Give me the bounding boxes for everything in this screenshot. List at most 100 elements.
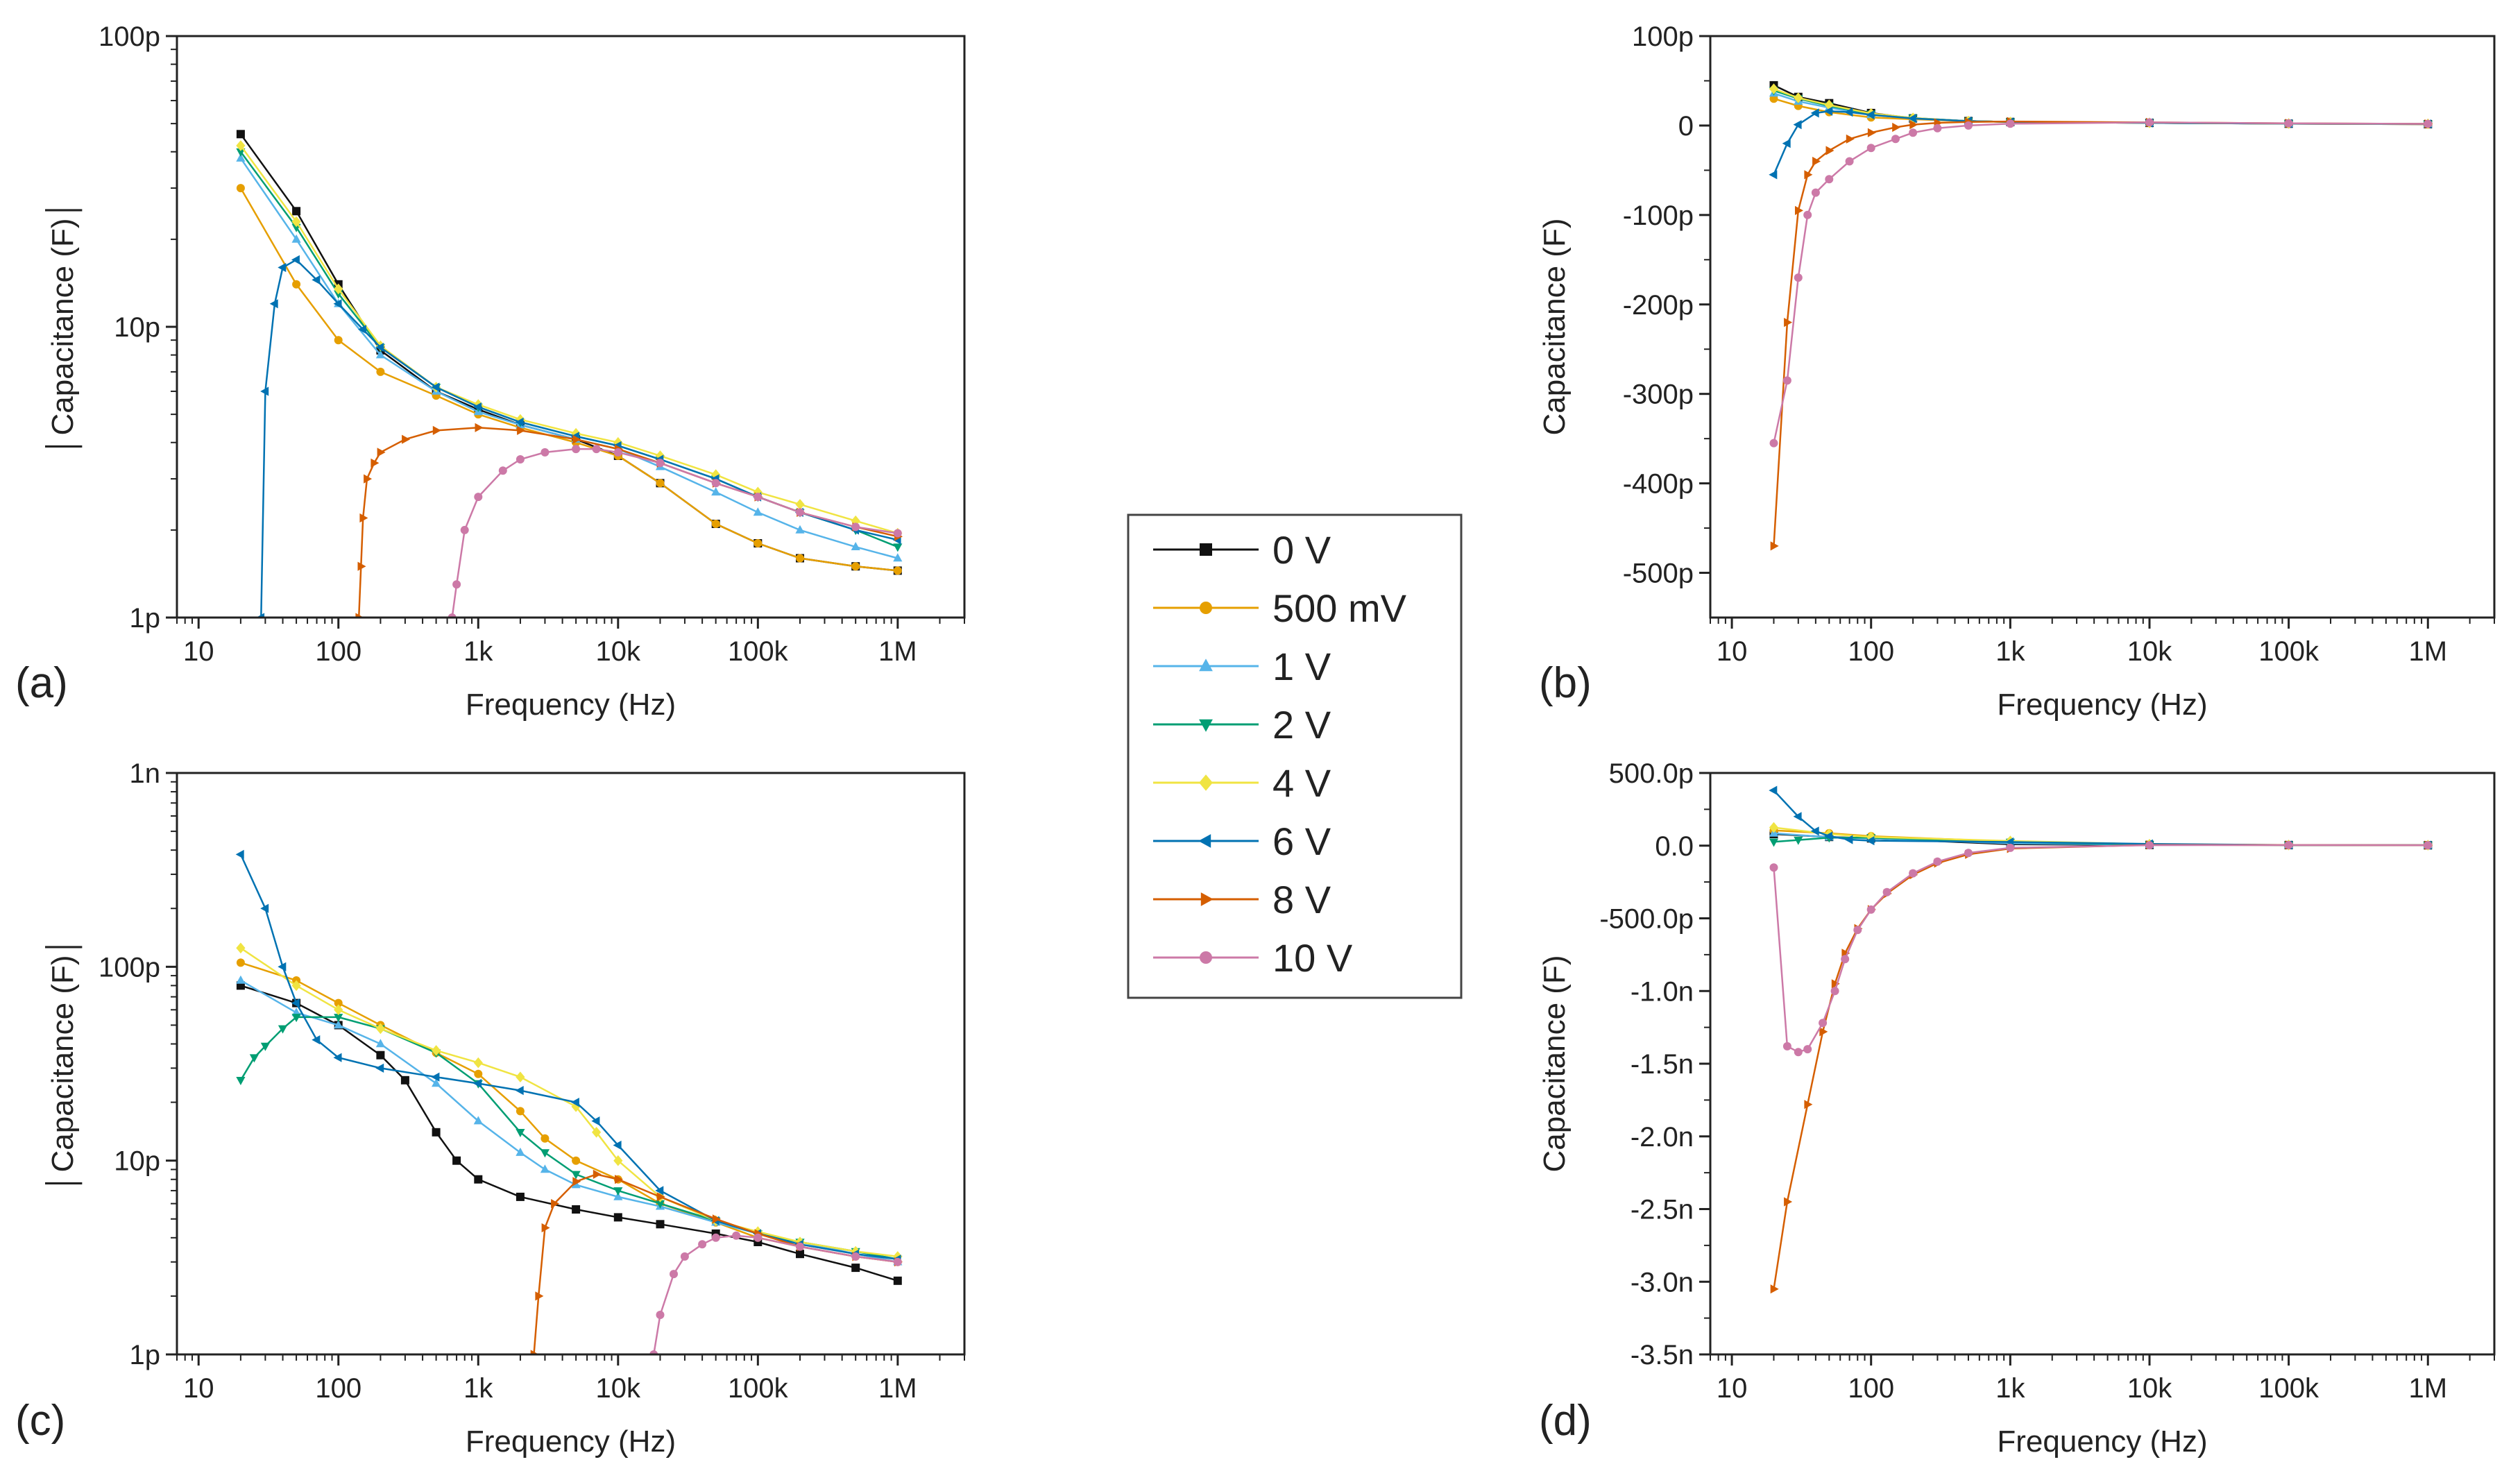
data-point <box>893 543 903 552</box>
data-point <box>2284 119 2293 128</box>
data-point <box>431 1072 440 1082</box>
data-point <box>1803 1045 1812 1054</box>
data-point <box>1769 863 1778 872</box>
data-point <box>796 508 804 517</box>
data-point <box>312 275 321 284</box>
x-tick-label: 10 <box>1717 1373 1748 1404</box>
y-tick-label: -100p <box>1623 201 1694 231</box>
data-point <box>711 1233 720 1242</box>
y-tick-label: 10p <box>114 1146 160 1177</box>
data-point <box>1909 128 1918 137</box>
y-tick-label: -300p <box>1623 380 1694 410</box>
data-point <box>375 343 384 352</box>
data-point <box>1793 120 1802 130</box>
data-point <box>572 1205 581 1214</box>
data-point <box>1819 1019 1828 1028</box>
x-tick-label: 10 <box>183 636 214 667</box>
data-point <box>236 148 246 157</box>
plot-frame <box>176 35 966 619</box>
data-point <box>334 283 343 295</box>
x-tick-label: 100k <box>2258 1373 2319 1404</box>
series-line-2-V <box>239 151 899 548</box>
data-point <box>432 425 441 435</box>
data-point <box>2006 843 2015 852</box>
data-point <box>359 513 368 523</box>
data-point <box>375 350 385 359</box>
data-point <box>291 216 301 228</box>
data-point <box>655 1200 665 1209</box>
data-point <box>1810 826 1819 836</box>
data-point <box>1844 835 1853 844</box>
y-tick-label: 500.0p <box>1609 758 1694 789</box>
data-point <box>236 1077 246 1085</box>
data-point <box>1770 1284 1779 1294</box>
legend-marker <box>1200 951 1212 964</box>
data-point <box>712 1214 721 1224</box>
x-tick-label: 1k <box>463 1373 493 1404</box>
data-point <box>754 539 763 547</box>
data-point <box>516 1147 525 1156</box>
legend-marker <box>1200 543 1212 556</box>
data-point <box>516 455 525 464</box>
y-tick-label: -500p <box>1623 559 1694 589</box>
data-point <box>656 1192 665 1202</box>
y-tick-label: -1.5n <box>1631 1049 1694 1080</box>
data-point <box>851 522 860 532</box>
data-point <box>541 1223 550 1233</box>
x-tick-label: 1M <box>878 636 917 667</box>
legend-entry: 10 V <box>1153 936 1353 980</box>
data-point <box>1794 273 1803 282</box>
data-point <box>236 184 245 193</box>
x-axis-title: Frequency (Hz) <box>466 688 676 722</box>
legend-label: 500 mV <box>1272 586 1407 630</box>
data-point <box>236 130 245 139</box>
y-tick-label: 1p <box>130 1340 161 1370</box>
legend: 0 V 500 mV 1 V 2 V 4 V 6 V 8 V 10 V <box>1127 513 1463 999</box>
legend-entry: 4 V <box>1153 761 1331 805</box>
x-tick-label: 100k <box>2258 636 2319 667</box>
panel-label: (b) <box>1539 659 1592 707</box>
y-tick-label: 1p <box>130 603 161 634</box>
data-point <box>540 1149 550 1158</box>
x-tick-label: 100 <box>315 1373 361 1404</box>
legend-entry: 0 V <box>1153 528 1331 572</box>
data-point <box>333 299 342 309</box>
series-group <box>236 130 903 618</box>
data-point <box>473 1078 482 1089</box>
data-point <box>1810 108 1819 118</box>
data-point <box>570 1098 579 1107</box>
series-line-8-V <box>357 427 899 618</box>
data-point <box>2424 119 2433 128</box>
data-point <box>375 1023 385 1035</box>
y-tick-label: -3.0n <box>1631 1267 1694 1298</box>
data-point <box>851 562 860 571</box>
data-point <box>515 417 524 427</box>
data-point <box>358 325 366 334</box>
data-point <box>698 1240 707 1249</box>
legend-entry: 2 V <box>1153 703 1331 747</box>
panel-d: 10 100 1k 10k 100k 1M 500.0p 0.0 -500.0p -1.0n -1.… <box>1538 758 2496 1459</box>
x-tick-label: 1M <box>878 1373 917 1404</box>
data-point <box>851 1252 860 1261</box>
x-tick-label: 1k <box>463 636 493 667</box>
data-point <box>355 613 364 618</box>
x-tick-label: 10 <box>1717 636 1748 667</box>
data-point <box>249 1054 259 1063</box>
legend-marker <box>1199 719 1213 732</box>
series-line-10-V <box>451 448 898 618</box>
data-point <box>376 1051 385 1060</box>
data-point <box>1866 144 1875 153</box>
data-point <box>269 299 278 309</box>
y-tick-label: 100p <box>99 22 160 52</box>
data-point <box>291 255 300 264</box>
data-point <box>334 1014 343 1023</box>
panel-label: (d) <box>1539 1397 1592 1445</box>
data-point <box>371 458 380 468</box>
data-point <box>516 1129 525 1137</box>
data-point <box>711 479 720 488</box>
data-point <box>551 1199 560 1209</box>
data-point <box>2006 119 2015 128</box>
data-point <box>655 1186 664 1196</box>
data-point <box>680 1252 689 1261</box>
data-point <box>516 1192 525 1201</box>
